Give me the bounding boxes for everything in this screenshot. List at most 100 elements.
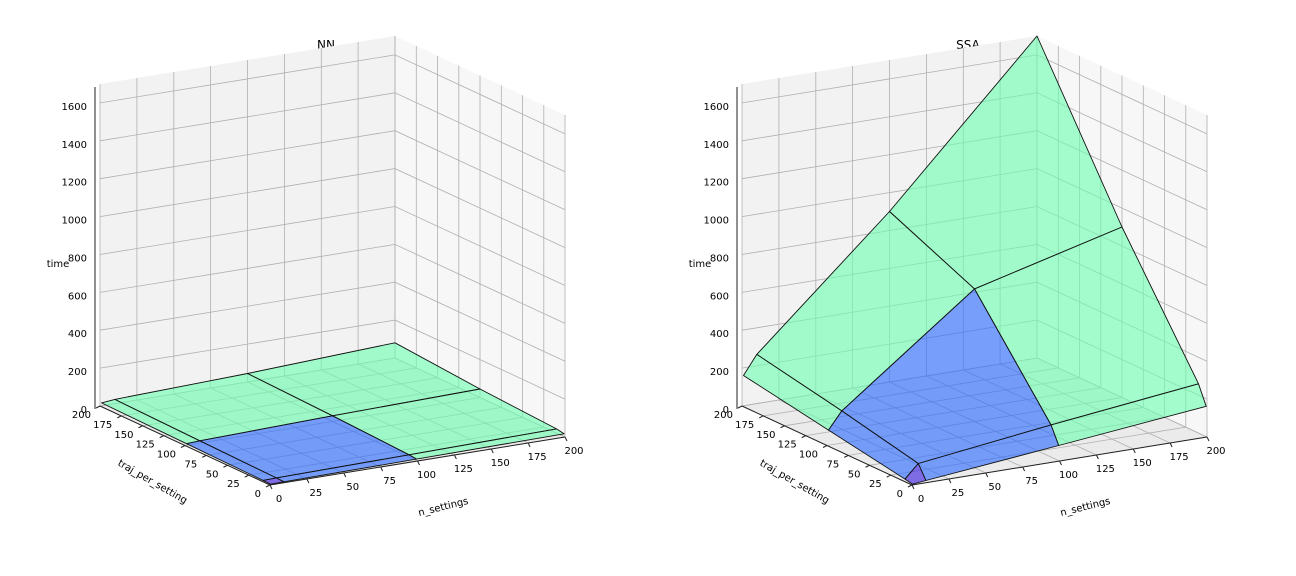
y-tick bbox=[801, 435, 806, 439]
x-tick bbox=[1169, 442, 1173, 448]
y-tick bbox=[95, 405, 101, 409]
x-tick bbox=[1022, 466, 1026, 472]
y-axis-label: traj_per_setting bbox=[116, 458, 189, 507]
z-axis-label: time bbox=[47, 259, 70, 270]
y-tick-label: 75 bbox=[185, 459, 198, 470]
x-tick-label: 175 bbox=[528, 452, 547, 463]
z-gridline bbox=[99, 319, 566, 400]
y-axis-label: traj_per_setting bbox=[758, 458, 831, 507]
x-tick-label: 100 bbox=[417, 470, 436, 481]
y-tick-label: 200 bbox=[72, 410, 91, 421]
y-tick bbox=[759, 415, 764, 419]
y-tick bbox=[180, 445, 186, 448]
y-tick-label: 0 bbox=[897, 489, 903, 500]
y-tick-label: 0 bbox=[255, 489, 261, 500]
z-tick-label: 1600 bbox=[62, 102, 87, 113]
z-tick-label: 0 bbox=[81, 405, 87, 416]
x-tick bbox=[948, 478, 952, 484]
x-tick bbox=[1206, 436, 1210, 442]
z-tick-label: 600 bbox=[68, 291, 87, 302]
x-axis-label: n_settings bbox=[1059, 496, 1111, 519]
y-tick bbox=[159, 435, 164, 439]
y-tick-label: 175 bbox=[93, 420, 112, 431]
y-tick bbox=[138, 425, 143, 429]
y-tick-label: 100 bbox=[157, 450, 176, 461]
z-tick-label: 800 bbox=[710, 253, 729, 264]
y-tick bbox=[265, 484, 271, 488]
tick-labels: 0255075100125150175200025507510012515017… bbox=[704, 102, 1226, 505]
y-tick-label: 125 bbox=[136, 440, 155, 451]
tick-labels: 0255075100125150175200025507510012515017… bbox=[62, 102, 584, 505]
y-tick bbox=[780, 425, 785, 429]
x-tick bbox=[343, 472, 347, 478]
z-tick-label: 400 bbox=[710, 329, 729, 340]
z-tick-label: 0 bbox=[723, 405, 729, 416]
y-tick-label: 50 bbox=[206, 469, 219, 480]
x-axis-label: n_settings bbox=[417, 496, 469, 519]
nn-chart: NN 0255075100125150175200025507510012515… bbox=[47, 36, 584, 519]
x-tick-label: 50 bbox=[346, 482, 359, 493]
x-tick bbox=[911, 484, 915, 490]
y-tick-label: 50 bbox=[848, 469, 861, 480]
y-tick-label: 75 bbox=[827, 459, 840, 470]
y-tick-label: 150 bbox=[756, 430, 775, 441]
y-tick-label: 25 bbox=[869, 479, 882, 490]
y-tick-label: 200 bbox=[714, 410, 733, 421]
y-tick-label: 125 bbox=[778, 440, 797, 451]
z-tick-label: 1200 bbox=[62, 178, 87, 189]
x-tick-label: 25 bbox=[310, 488, 323, 499]
y-tick bbox=[822, 445, 828, 448]
x-tick bbox=[380, 466, 384, 472]
surface bbox=[743, 35, 1207, 485]
z-tick-label: 200 bbox=[710, 367, 729, 378]
z-tick-label: 1400 bbox=[62, 140, 87, 151]
y-tick bbox=[117, 415, 122, 419]
y-tick-label: 100 bbox=[799, 450, 818, 461]
x-tick-label: 75 bbox=[383, 476, 396, 487]
x-tick-label: 125 bbox=[1096, 464, 1115, 475]
y-tick bbox=[844, 454, 849, 458]
z-tick-label: 1000 bbox=[62, 216, 87, 227]
z-tick-label: 1600 bbox=[704, 102, 729, 113]
y-tick bbox=[865, 464, 870, 468]
x-tick-label: 150 bbox=[491, 458, 510, 469]
x-tick bbox=[1095, 454, 1099, 460]
surface-face bbox=[262, 477, 285, 485]
x-tick-label: 25 bbox=[952, 488, 965, 499]
x-tick bbox=[306, 478, 310, 484]
x-tick-label: 50 bbox=[988, 482, 1001, 493]
x-tick bbox=[269, 484, 273, 490]
x-tick bbox=[453, 454, 457, 460]
x-tick bbox=[490, 448, 494, 454]
plot-area: 0255075100125150175200025507510012515017… bbox=[62, 36, 584, 505]
x-tick-label: 0 bbox=[276, 494, 282, 505]
y-tick bbox=[223, 464, 228, 468]
x-tick-label: 200 bbox=[564, 446, 583, 457]
x-tick-label: 0 bbox=[918, 494, 924, 505]
x-tick bbox=[985, 472, 989, 478]
y-tick bbox=[737, 405, 743, 409]
x-tick-label: 100 bbox=[1059, 470, 1078, 481]
y-tick-label: 25 bbox=[227, 479, 240, 490]
z-gridline bbox=[99, 243, 566, 324]
z-gridline bbox=[99, 168, 566, 248]
z-gridline bbox=[99, 92, 566, 173]
y-tick-label: 150 bbox=[114, 430, 133, 441]
plot-area: 0255075100125150175200025507510012515017… bbox=[704, 35, 1226, 505]
surface bbox=[101, 342, 565, 485]
z-tick-label: 400 bbox=[68, 329, 87, 340]
z-tick-label: 800 bbox=[68, 253, 87, 264]
y-tick bbox=[202, 454, 207, 458]
x-tick-label: 125 bbox=[454, 464, 473, 475]
y-tick-label: 175 bbox=[735, 420, 754, 431]
x-tick-label: 175 bbox=[1170, 452, 1189, 463]
x-tick bbox=[1059, 460, 1062, 466]
z-tick-label: 200 bbox=[68, 367, 87, 378]
y-tick bbox=[244, 474, 249, 478]
x-tick bbox=[417, 460, 420, 466]
x-tick-label: 200 bbox=[1206, 446, 1225, 457]
ssa-chart: SSA 025507510012515017520002550751001251… bbox=[689, 35, 1226, 519]
z-tick-label: 1400 bbox=[704, 140, 729, 151]
z-tick-label: 1200 bbox=[704, 178, 729, 189]
